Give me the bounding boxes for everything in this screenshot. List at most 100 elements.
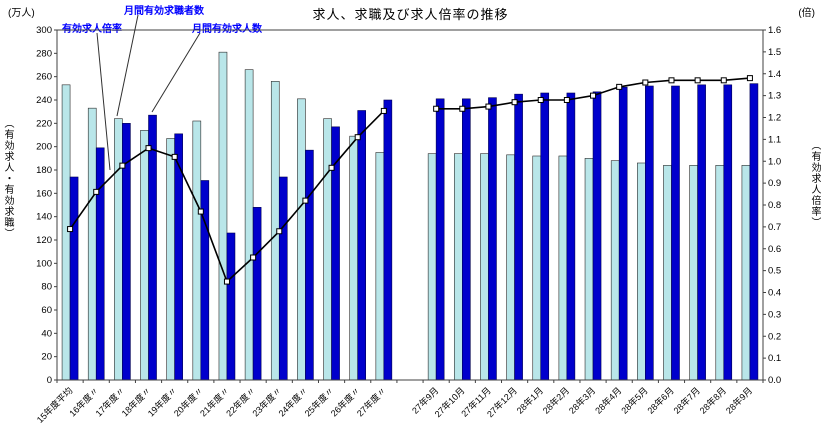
right-tick-label: 1.0 xyxy=(768,156,781,167)
openings-bar xyxy=(592,91,602,381)
seekers-bar xyxy=(741,165,751,381)
ratio-marker xyxy=(563,97,570,103)
left-tick-label: 120 xyxy=(36,235,52,246)
openings-bar xyxy=(252,207,262,381)
openings-bar xyxy=(723,84,733,381)
seekers-bar xyxy=(584,158,594,381)
openings-bar xyxy=(645,85,654,381)
openings-bar xyxy=(749,83,759,381)
right-tick-label: 0.0 xyxy=(768,375,781,386)
left-tick-label: 180 xyxy=(36,165,52,176)
openings-bar xyxy=(95,147,105,381)
openings-bar xyxy=(383,99,393,381)
left-tick-label: 0 xyxy=(47,375,52,386)
seekers-bar xyxy=(689,165,698,381)
right-tick-label: 0.3 xyxy=(768,309,781,320)
seekers-bar xyxy=(192,120,202,381)
ratio-marker xyxy=(720,77,727,84)
right-tick-label: 0.4 xyxy=(768,288,781,299)
ratio-marker xyxy=(276,228,283,235)
ratio-marker xyxy=(354,134,361,141)
annotation-leader-line xyxy=(116,14,139,117)
ratio-marker xyxy=(145,145,152,152)
x-axis-label: 28年3月 xyxy=(566,385,597,416)
x-axis-label: 28年2月 xyxy=(540,385,571,416)
right-tick-label: 1.3 xyxy=(768,91,781,102)
ratio-marker xyxy=(590,92,597,99)
seekers-bar xyxy=(323,118,332,381)
seekers-bar xyxy=(610,160,620,381)
ratio-marker xyxy=(433,105,440,112)
right-tick-label: 0.8 xyxy=(768,200,781,211)
right-axis-unit: (倍) xyxy=(798,8,815,19)
seekers-bar xyxy=(506,154,515,381)
annotation-leader-line xyxy=(96,32,111,171)
ratio-marker xyxy=(197,208,204,215)
ratio-marker xyxy=(511,99,518,106)
ratio-marker xyxy=(171,153,178,160)
left-axis-title: （有効求人・有効求職） xyxy=(2,118,13,239)
ratio-marker xyxy=(694,77,701,84)
openings-bar xyxy=(671,85,680,381)
openings-bar xyxy=(148,114,157,381)
annotation-leader-line xyxy=(151,32,201,113)
left-tick-label: 40 xyxy=(41,328,52,339)
openings-bar xyxy=(488,97,497,381)
seekers-bar xyxy=(532,155,542,381)
ratio-marker xyxy=(250,254,257,261)
left-tick-label: 160 xyxy=(36,188,52,199)
seekers-bar xyxy=(453,153,463,381)
seekers-bar xyxy=(297,98,306,381)
seekers-bar xyxy=(244,69,254,381)
seekers-bar xyxy=(558,155,568,381)
right-tick-label: 0.6 xyxy=(768,244,781,255)
right-tick-label: 1.5 xyxy=(768,47,781,58)
ratio-marker xyxy=(668,77,675,84)
seekers-bar xyxy=(114,118,123,381)
x-axis-label: 28年1月 xyxy=(514,385,545,416)
right-tick-label: 0.1 xyxy=(768,353,781,364)
left-tick-label: 280 xyxy=(36,48,52,59)
ratio-marker xyxy=(380,107,387,114)
right-tick-label: 1.1 xyxy=(768,134,781,145)
left-tick-label: 20 xyxy=(41,352,52,363)
left-tick-label: 140 xyxy=(36,212,52,223)
right-tick-label: 0.7 xyxy=(768,222,781,233)
chart-title: 求人、求職及び求人倍率の推移 xyxy=(312,7,509,22)
left-tick-label: 260 xyxy=(36,72,52,83)
seekers-bar xyxy=(663,165,672,381)
openings-bar xyxy=(278,176,288,381)
openings-bar xyxy=(435,98,445,381)
right-tick-label: 0.9 xyxy=(768,178,781,189)
seekers-bar xyxy=(375,152,385,381)
seekers-bar xyxy=(427,153,437,381)
left-tick-label: 300 xyxy=(36,25,52,36)
seekers-bar xyxy=(87,107,97,381)
ratio-marker xyxy=(616,83,623,90)
ratio-marker xyxy=(223,278,230,285)
seekers-bar xyxy=(637,162,646,381)
openings-bar xyxy=(461,98,471,381)
right-tick-label: 0.5 xyxy=(768,266,781,277)
annotation-seekers-label: 月間有効求職者数 xyxy=(124,6,204,17)
ratio-marker xyxy=(537,97,544,103)
seekers-bar xyxy=(715,165,725,381)
seekers-bar xyxy=(61,84,71,381)
x-axis-label: 28年9月 xyxy=(723,385,754,416)
right-tick-label: 0.2 xyxy=(768,331,781,342)
right-axis-title: （有効求人倍率） xyxy=(809,140,820,228)
x-axis-label: 28年6月 xyxy=(645,385,676,416)
left-tick-label: 220 xyxy=(36,118,52,129)
ratio-marker xyxy=(93,188,100,195)
ratio-marker xyxy=(67,226,74,233)
ratio-marker xyxy=(328,164,335,171)
left-tick-label: 80 xyxy=(41,282,52,293)
openings-bar xyxy=(331,126,340,381)
x-axis-label: 28年7月 xyxy=(671,385,702,416)
plot-border xyxy=(56,29,764,381)
ratio-marker xyxy=(485,103,492,110)
ratio-marker xyxy=(119,162,126,169)
seekers-bar xyxy=(140,130,149,381)
seekers-bar xyxy=(218,51,228,381)
